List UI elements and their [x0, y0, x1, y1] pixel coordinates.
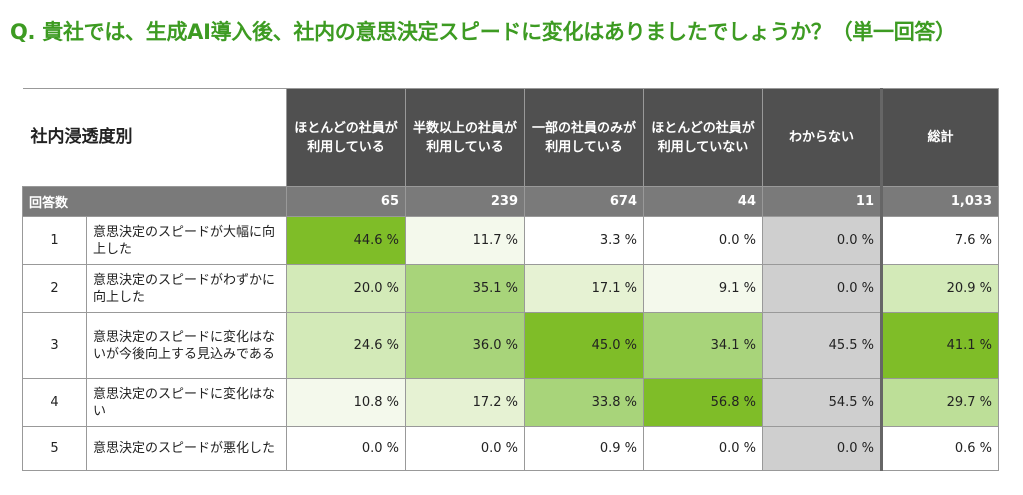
count-value: 44	[643, 186, 763, 217]
cell-value: 0.0 %	[762, 216, 882, 265]
table-row: 5 意思決定のスピードが悪化した 0.0 % 0.0 % 0.9 % 0.0 % 0.0 %…	[22, 426, 999, 471]
cell-value: 9.1 %	[643, 264, 763, 313]
cell-value: 29.7 %	[880, 378, 999, 427]
cell-value: 0.0 %	[643, 426, 763, 471]
cell-value: 20.9 %	[880, 264, 999, 313]
cell-value: 0.9 %	[524, 426, 644, 471]
cell-value: 24.6 %	[286, 312, 406, 379]
row-label: 意思決定のスピードが大幅に向上した	[86, 216, 287, 265]
column-header: ほとんどの社員が利用している	[286, 88, 406, 187]
cell-value: 44.6 %	[286, 216, 406, 265]
cell-value: 0.0 %	[286, 426, 406, 471]
header-row: 社内浸透度別 ほとんどの社員が利用している 半数以上の社員が利用している 一部の社員…	[22, 88, 999, 187]
cell-value: 36.0 %	[405, 312, 525, 379]
cell-value: 7.6 %	[880, 216, 999, 265]
count-value: 239	[405, 186, 525, 217]
column-header: 一部の社員のみが利用している	[524, 88, 644, 187]
row-label: 意思決定のスピードがわずかに向上した	[86, 264, 287, 313]
cell-value: 41.1 %	[880, 312, 999, 379]
cell-value: 45.5 %	[762, 312, 882, 379]
cell-value: 17.1 %	[524, 264, 644, 313]
row-number: 2	[22, 264, 87, 313]
count-value: 65	[286, 186, 406, 217]
cell-value: 34.1 %	[643, 312, 763, 379]
cell-value: 11.7 %	[405, 216, 525, 265]
count-label: 回答数	[22, 186, 287, 217]
cell-value: 0.0 %	[762, 264, 882, 313]
cell-value: 45.0 %	[524, 312, 644, 379]
cell-value: 10.8 %	[286, 378, 406, 427]
cell-value: 20.0 %	[286, 264, 406, 313]
row-number: 4	[22, 378, 87, 427]
count-value: 1,033	[880, 186, 999, 217]
cell-value: 0.6 %	[880, 426, 999, 471]
cell-value: 35.1 %	[405, 264, 525, 313]
cell-value: 0.0 %	[643, 216, 763, 265]
count-row: 回答数 65 239 674 44 11 1,033	[22, 186, 999, 217]
cell-value: 17.2 %	[405, 378, 525, 427]
cell-value: 0.0 %	[405, 426, 525, 471]
count-value: 11	[762, 186, 882, 217]
table-row: 3 意思決定のスピードに変化はないが今後向上する見込みである 24.6 % 36.0 …	[22, 312, 999, 379]
cell-value: 0.0 %	[762, 426, 882, 471]
row-label: 意思決定のスピードに変化はない	[86, 378, 287, 427]
column-header: 半数以上の社員が利用している	[405, 88, 525, 187]
corner-label: 社内浸透度別	[22, 88, 287, 187]
cell-value: 3.3 %	[524, 216, 644, 265]
cross-tab-table: 社内浸透度別 ほとんどの社員が利用している 半数以上の社員が利用している 一部の社員…	[22, 88, 999, 471]
cell-value: 33.8 %	[524, 378, 644, 427]
row-label: 意思決定のスピードが悪化した	[86, 426, 287, 471]
column-header: わからない	[762, 88, 882, 187]
row-number: 1	[22, 216, 87, 265]
column-header: 総計	[880, 88, 999, 187]
page-title: Q. 貴社では、生成AI導入後、社内の意思決定スピードに変化はありましたでしょう…	[10, 20, 956, 44]
table-row: 2 意思決定のスピードがわずかに向上した 20.0 % 35.1 % 17.1 % 9.1…	[22, 264, 999, 313]
cell-value: 54.5 %	[762, 378, 882, 427]
count-value: 674	[524, 186, 644, 217]
column-header: ほとんどの社員が利用していない	[643, 88, 763, 187]
row-label: 意思決定のスピードに変化はないが今後向上する見込みである	[86, 312, 287, 379]
row-number: 5	[22, 426, 87, 471]
table-row: 4 意思決定のスピードに変化はない 10.8 % 17.2 % 33.8 % 56.8 %…	[22, 378, 999, 427]
cell-value: 56.8 %	[643, 378, 763, 427]
table-row: 1 意思決定のスピードが大幅に向上した 44.6 % 11.7 % 3.3 % 0.0 %…	[22, 216, 999, 265]
row-number: 3	[22, 312, 87, 379]
